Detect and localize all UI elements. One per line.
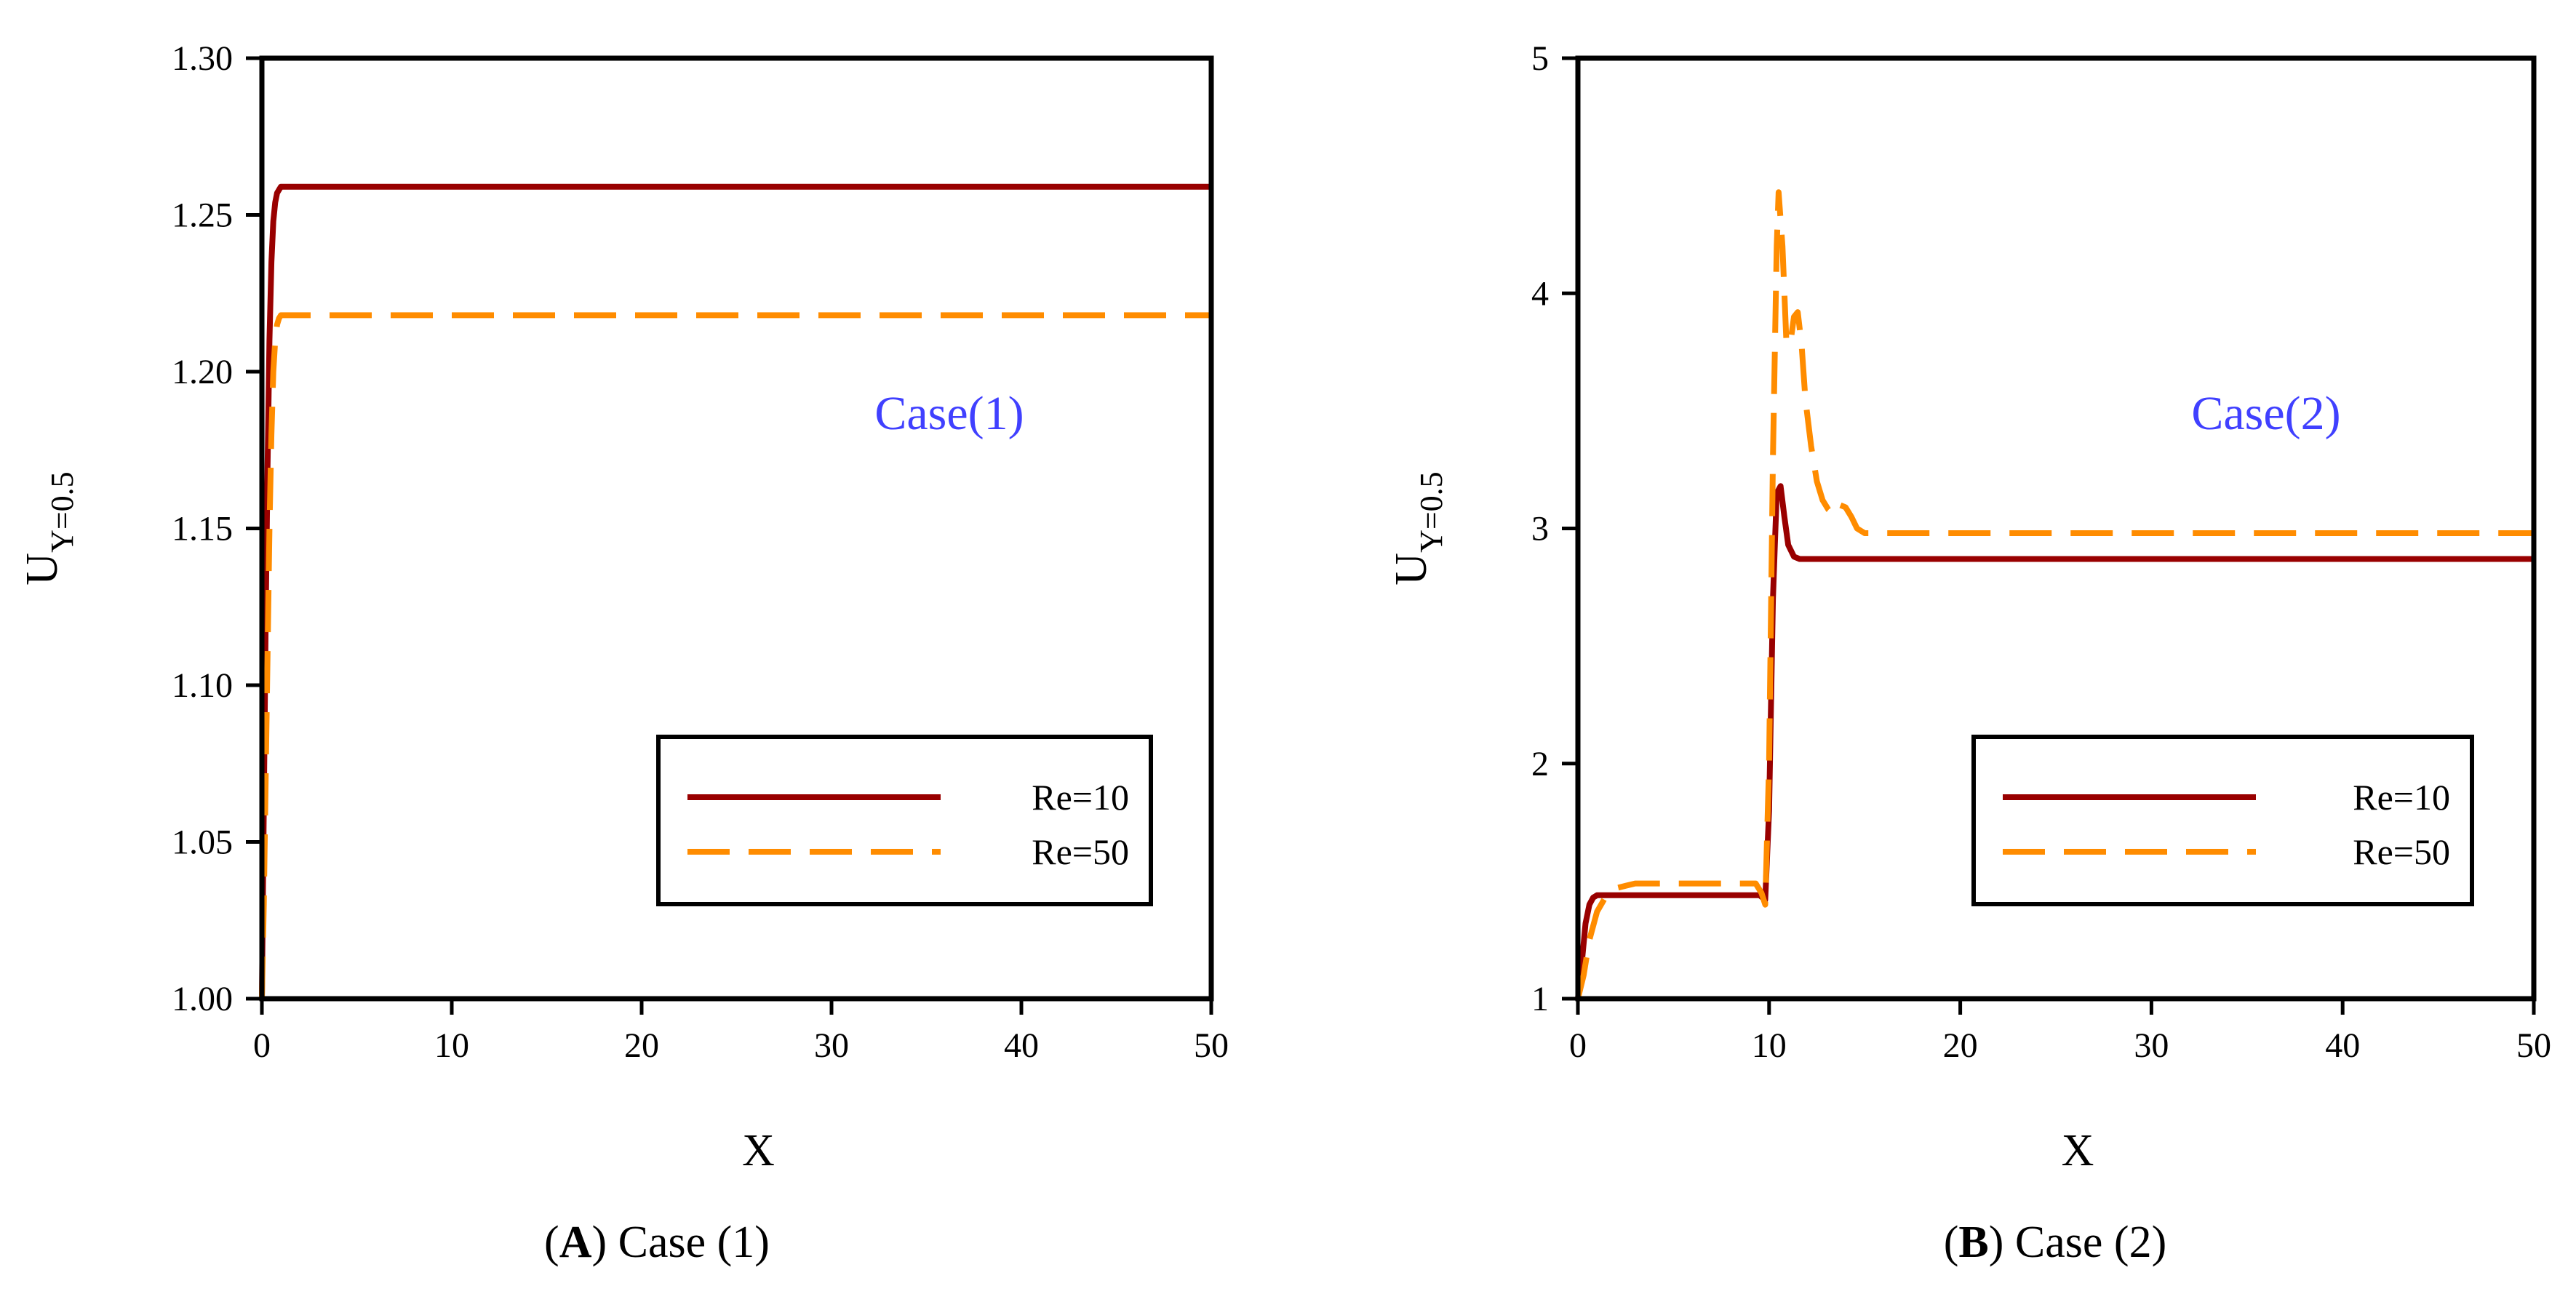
y-axis-label-main: U (1387, 553, 1436, 586)
legend-label: Re=50 (2353, 831, 2450, 872)
x-axis-label: X (2062, 1126, 2094, 1175)
x-tick-label: 50 (2516, 1026, 2551, 1065)
panel-caption: (A) Case (1) (544, 1218, 770, 1267)
x-tick-label: 20 (1943, 1026, 1978, 1065)
chart-panel-a: 0 10 20 30 40 50 1.00 1.05 1.10 1.15 1.20 1.25 1.30 X… (17, 39, 1229, 1267)
series-group (1575, 189, 2534, 999)
series-line-re10 (1575, 483, 2534, 999)
y-tick-label: 1.00 (172, 980, 233, 1018)
y-tick-label: 1 (1531, 980, 1549, 1018)
panel-letter: B (1958, 1218, 1988, 1267)
legend-box (656, 735, 1153, 906)
y-tick-label: 4 (1531, 274, 1549, 313)
y-axis-label: UY=0.5 (1387, 471, 1449, 585)
caption-text: ) Case (1) (591, 1218, 769, 1267)
x-tick-label: 10 (434, 1026, 469, 1065)
x-tick-label: 0 (253, 1026, 271, 1065)
panel-caption: (B) Case (2) (1944, 1218, 2166, 1267)
x-tick-label: 40 (2325, 1026, 2360, 1065)
y-axis-label-main: U (17, 553, 67, 586)
legend-label: Re=50 (1032, 831, 1129, 872)
y-tick-label: 1.20 (172, 353, 233, 391)
x-tick-label: 10 (1752, 1026, 1787, 1065)
x-tick-label: 30 (814, 1026, 849, 1065)
y-tick-label: 3 (1531, 510, 1549, 548)
series-line-re50 (1575, 189, 2534, 999)
caption-text: ( (544, 1218, 559, 1267)
y-axis-label: UY=0.5 (17, 471, 80, 585)
panel-letter: A (559, 1218, 592, 1267)
x-tick-label: 30 (2134, 1026, 2169, 1065)
y-tick-label: 1.30 (172, 39, 233, 78)
series-group (259, 183, 1211, 999)
y-axis-label-subscript: Y=0.5 (44, 471, 80, 553)
case-annotation: Case(1) (874, 387, 1024, 440)
legend-label: Re=10 (1032, 777, 1129, 818)
x-axis-label: X (742, 1126, 775, 1175)
chart-panel-b: 0 10 20 30 40 50 1 2 3 4 5 X UY=0.5 Case(2) Re=10 Re=50… (1387, 39, 2551, 1267)
series-line-re10 (259, 183, 1211, 999)
legend: Re=10 Re=50 (1971, 735, 2474, 906)
caption-text: ( (1944, 1218, 1959, 1267)
caption-text: ) Case (2) (1989, 1218, 2166, 1267)
y-tick-label: 5 (1531, 39, 1549, 78)
case-annotation: Case(2) (2191, 387, 2340, 440)
x-tick-label: 50 (1194, 1026, 1229, 1065)
y-tick-label: 1.10 (172, 666, 233, 705)
x-tick-label: 40 (1004, 1026, 1039, 1065)
y-tick-label: 2 (1531, 745, 1549, 783)
x-tick-label: 20 (624, 1026, 659, 1065)
legend-box (1971, 735, 2474, 906)
y-axis-label-subscript: Y=0.5 (1413, 471, 1449, 553)
x-tick-label: 0 (1569, 1026, 1587, 1065)
legend: Re=10 Re=50 (656, 735, 1153, 906)
y-tick-label: 1.05 (172, 823, 233, 862)
legend-label: Re=10 (2353, 777, 2450, 818)
y-tick-label: 1.15 (172, 510, 233, 548)
y-tick-label: 1.25 (172, 196, 233, 235)
series-line-re50 (259, 312, 1211, 999)
